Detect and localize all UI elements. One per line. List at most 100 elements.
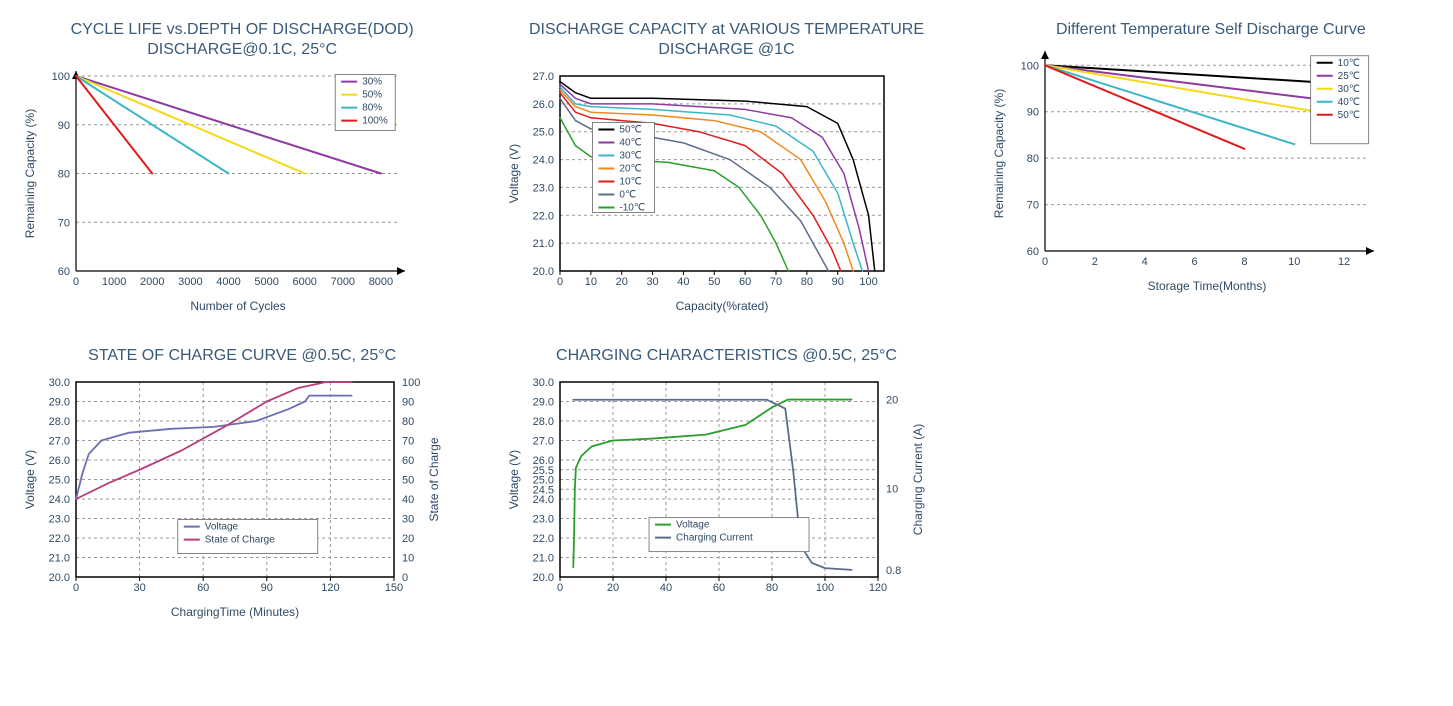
svg-text:0℃: 0℃ xyxy=(620,190,637,201)
chart-soc-curve: STATE OF CHARGE CURVE @0.5C, 25°C 0 30 60 9… xyxy=(20,346,464,622)
svg-text:90: 90 xyxy=(1026,107,1038,119)
svg-text:90: 90 xyxy=(832,276,844,288)
chart-title: Different Temperature Self Discharge Cur… xyxy=(989,20,1433,40)
svg-text:Number of Cycles: Number of Cycles xyxy=(190,299,285,313)
svg-text:ChargingTime (Minutes): ChargingTime (Minutes) xyxy=(171,605,299,619)
svg-text:90: 90 xyxy=(261,582,273,594)
chart-svg-charging-char: 02040608010012020.021.022.023.024.024.52… xyxy=(504,372,934,622)
svg-text:10℃: 10℃ xyxy=(620,177,642,188)
chart-self-discharge: Different Temperature Self Discharge Cur… xyxy=(989,20,1433,316)
svg-text:120: 120 xyxy=(869,582,887,594)
svg-text:22.0: 22.0 xyxy=(533,533,554,545)
svg-text:10℃: 10℃ xyxy=(1337,58,1359,69)
chart-title: CYCLE LIFE vs.DEPTH OF DISCHARGE(DOD) DI… xyxy=(20,20,464,60)
svg-text:State of Charge: State of Charge xyxy=(427,437,441,521)
svg-text:30: 30 xyxy=(402,514,414,526)
svg-text:80: 80 xyxy=(766,582,778,594)
svg-text:90: 90 xyxy=(402,397,414,409)
svg-text:40: 40 xyxy=(678,276,690,288)
svg-text:70: 70 xyxy=(58,217,70,229)
svg-text:Remaining Capacity (%): Remaining Capacity (%) xyxy=(992,89,1006,218)
svg-text:8000: 8000 xyxy=(369,276,393,288)
svg-text:30℃: 30℃ xyxy=(620,151,642,162)
svg-text:0: 0 xyxy=(557,582,563,594)
svg-text:22.0: 22.0 xyxy=(49,533,70,545)
svg-text:30: 30 xyxy=(133,582,145,594)
svg-text:20.0: 20.0 xyxy=(49,572,70,584)
svg-text:26.0: 26.0 xyxy=(533,455,554,467)
svg-text:0: 0 xyxy=(1042,256,1048,268)
svg-text:29.0: 29.0 xyxy=(533,397,554,409)
svg-text:5000: 5000 xyxy=(254,276,278,288)
svg-text:-10℃: -10℃ xyxy=(620,203,646,214)
svg-text:30℃: 30℃ xyxy=(1337,84,1359,95)
chart-svg-discharge-temp: 010203040506070809010020.021.022.023.024… xyxy=(504,66,934,316)
svg-text:40: 40 xyxy=(402,494,414,506)
svg-text:Voltage (V): Voltage (V) xyxy=(507,450,521,509)
svg-text:Voltage: Voltage xyxy=(676,520,710,531)
svg-text:27.0: 27.0 xyxy=(533,71,554,83)
svg-text:50%: 50% xyxy=(362,90,382,101)
svg-text:21.0: 21.0 xyxy=(533,553,554,565)
svg-text:50: 50 xyxy=(708,276,720,288)
svg-text:80: 80 xyxy=(801,276,813,288)
svg-text:Voltage: Voltage xyxy=(205,522,239,533)
svg-text:2000: 2000 xyxy=(140,276,164,288)
svg-text:25.0: 25.0 xyxy=(49,475,70,487)
svg-text:12: 12 xyxy=(1338,256,1350,268)
svg-text:4000: 4000 xyxy=(216,276,240,288)
svg-text:30.0: 30.0 xyxy=(49,377,70,389)
svg-text:50℃: 50℃ xyxy=(1337,110,1359,121)
svg-text:60: 60 xyxy=(197,582,209,594)
svg-text:3000: 3000 xyxy=(178,276,202,288)
svg-text:0: 0 xyxy=(73,276,79,288)
svg-text:10: 10 xyxy=(1288,256,1300,268)
svg-text:28.0: 28.0 xyxy=(49,416,70,428)
svg-text:20: 20 xyxy=(402,533,414,545)
svg-text:6000: 6000 xyxy=(292,276,316,288)
svg-text:40℃: 40℃ xyxy=(620,138,642,149)
svg-text:20: 20 xyxy=(607,582,619,594)
svg-text:2: 2 xyxy=(1091,256,1097,268)
svg-text:80: 80 xyxy=(402,416,414,428)
chart-discharge-temp: DISCHARGE CAPACITY at VARIOUS TEMPERATUR… xyxy=(504,20,948,316)
svg-text:100: 100 xyxy=(860,276,878,288)
svg-text:10: 10 xyxy=(402,553,414,565)
svg-text:60: 60 xyxy=(713,582,725,594)
svg-text:10: 10 xyxy=(886,483,898,495)
svg-text:29.0: 29.0 xyxy=(49,397,70,409)
svg-text:0: 0 xyxy=(73,582,79,594)
svg-text:70: 70 xyxy=(770,276,782,288)
svg-text:80%: 80% xyxy=(362,103,382,114)
svg-text:25℃: 25℃ xyxy=(1337,71,1359,82)
svg-text:Remaining Capacity (%): Remaining Capacity (%) xyxy=(23,109,37,238)
svg-text:20: 20 xyxy=(616,276,628,288)
svg-text:23.0: 23.0 xyxy=(533,182,554,194)
svg-text:22.0: 22.0 xyxy=(533,210,554,222)
svg-text:100: 100 xyxy=(1020,60,1038,72)
svg-text:0: 0 xyxy=(557,276,563,288)
chart-svg-soc-curve: 030609012015020.021.022.023.024.025.026.… xyxy=(20,372,450,622)
svg-text:40℃: 40℃ xyxy=(1337,97,1359,108)
chart-title: STATE OF CHARGE CURVE @0.5C, 25°C xyxy=(20,346,464,366)
svg-text:Charging Current: Charging Current xyxy=(676,533,753,544)
chart-svg-cycle-life: 0100020003000400050006000700080006070809… xyxy=(20,66,450,316)
svg-text:27.0: 27.0 xyxy=(49,436,70,448)
svg-text:60: 60 xyxy=(402,455,414,467)
svg-text:24.0: 24.0 xyxy=(49,494,70,506)
svg-text:6: 6 xyxy=(1191,256,1197,268)
svg-text:0.8: 0.8 xyxy=(886,565,901,577)
svg-text:60: 60 xyxy=(1026,246,1038,258)
chart-title: DISCHARGE CAPACITY at VARIOUS TEMPERATUR… xyxy=(504,20,948,60)
svg-text:100: 100 xyxy=(816,582,834,594)
svg-text:4: 4 xyxy=(1141,256,1147,268)
svg-text:Capacity(%rated): Capacity(%rated) xyxy=(676,299,769,313)
svg-text:Voltage (V): Voltage (V) xyxy=(507,144,521,203)
chart-title: CHARGING CHARACTERISTICS @0.5C, 25°C xyxy=(504,346,948,366)
svg-text:50℃: 50℃ xyxy=(620,125,642,136)
svg-text:27.0: 27.0 xyxy=(533,436,554,448)
svg-text:20.0: 20.0 xyxy=(533,572,554,584)
svg-text:100: 100 xyxy=(52,71,70,83)
svg-text:0: 0 xyxy=(402,572,408,584)
chart-charging-char: CHARGING CHARACTERISTICS @0.5C, 25°C 020… xyxy=(504,346,948,622)
